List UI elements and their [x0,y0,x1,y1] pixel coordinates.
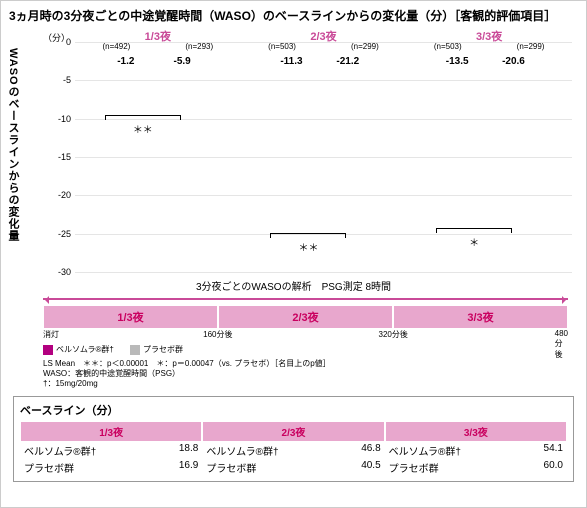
legend-drug: ベルソムラ®群† [43,345,114,355]
chart-title: 3ヵ月時の3分夜ごとの中途覚醒時間（WASO）のベースラインからの変化量（分）［… [1,1,586,28]
baseline-title: ベースライン（分） [20,402,567,418]
subtitle: 3分夜ごとのWASOの解析 PSG測定 8時間 [1,278,586,293]
yaxis-title: WASOのベースラインからの変化量 [5,48,21,242]
timeline: 1/3夜2/3夜3/3夜 消灯160分後320分後480分後 [43,295,568,341]
legend-note: WASO：客観的中途覚醒時間（PSG） [43,369,568,379]
legend: ベルソムラ®群† プラセボ群 LS Mean ＊＊：p＜0.00001 ＊：p＝… [43,345,568,390]
baseline-table: ベースライン（分） 1/3夜2/3夜3/3夜 ベルソムラ®群†18.8ベルソムラ… [13,396,574,482]
legend-note: †：15mg/20mg [43,379,568,389]
legend-note: LS Mean ＊＊：p＜0.00001 ＊：p＝0.00047（vs. プラセ… [43,359,568,369]
plot-region: 0-5-10-15-20-25-301/3夜(n=492)(n=293)-1.2… [75,42,572,272]
chart-area: WASOのベースラインからの変化量 （分） 0-5-10-15-20-25-30… [33,28,576,276]
legend-placebo: プラセボ群 [130,345,183,355]
